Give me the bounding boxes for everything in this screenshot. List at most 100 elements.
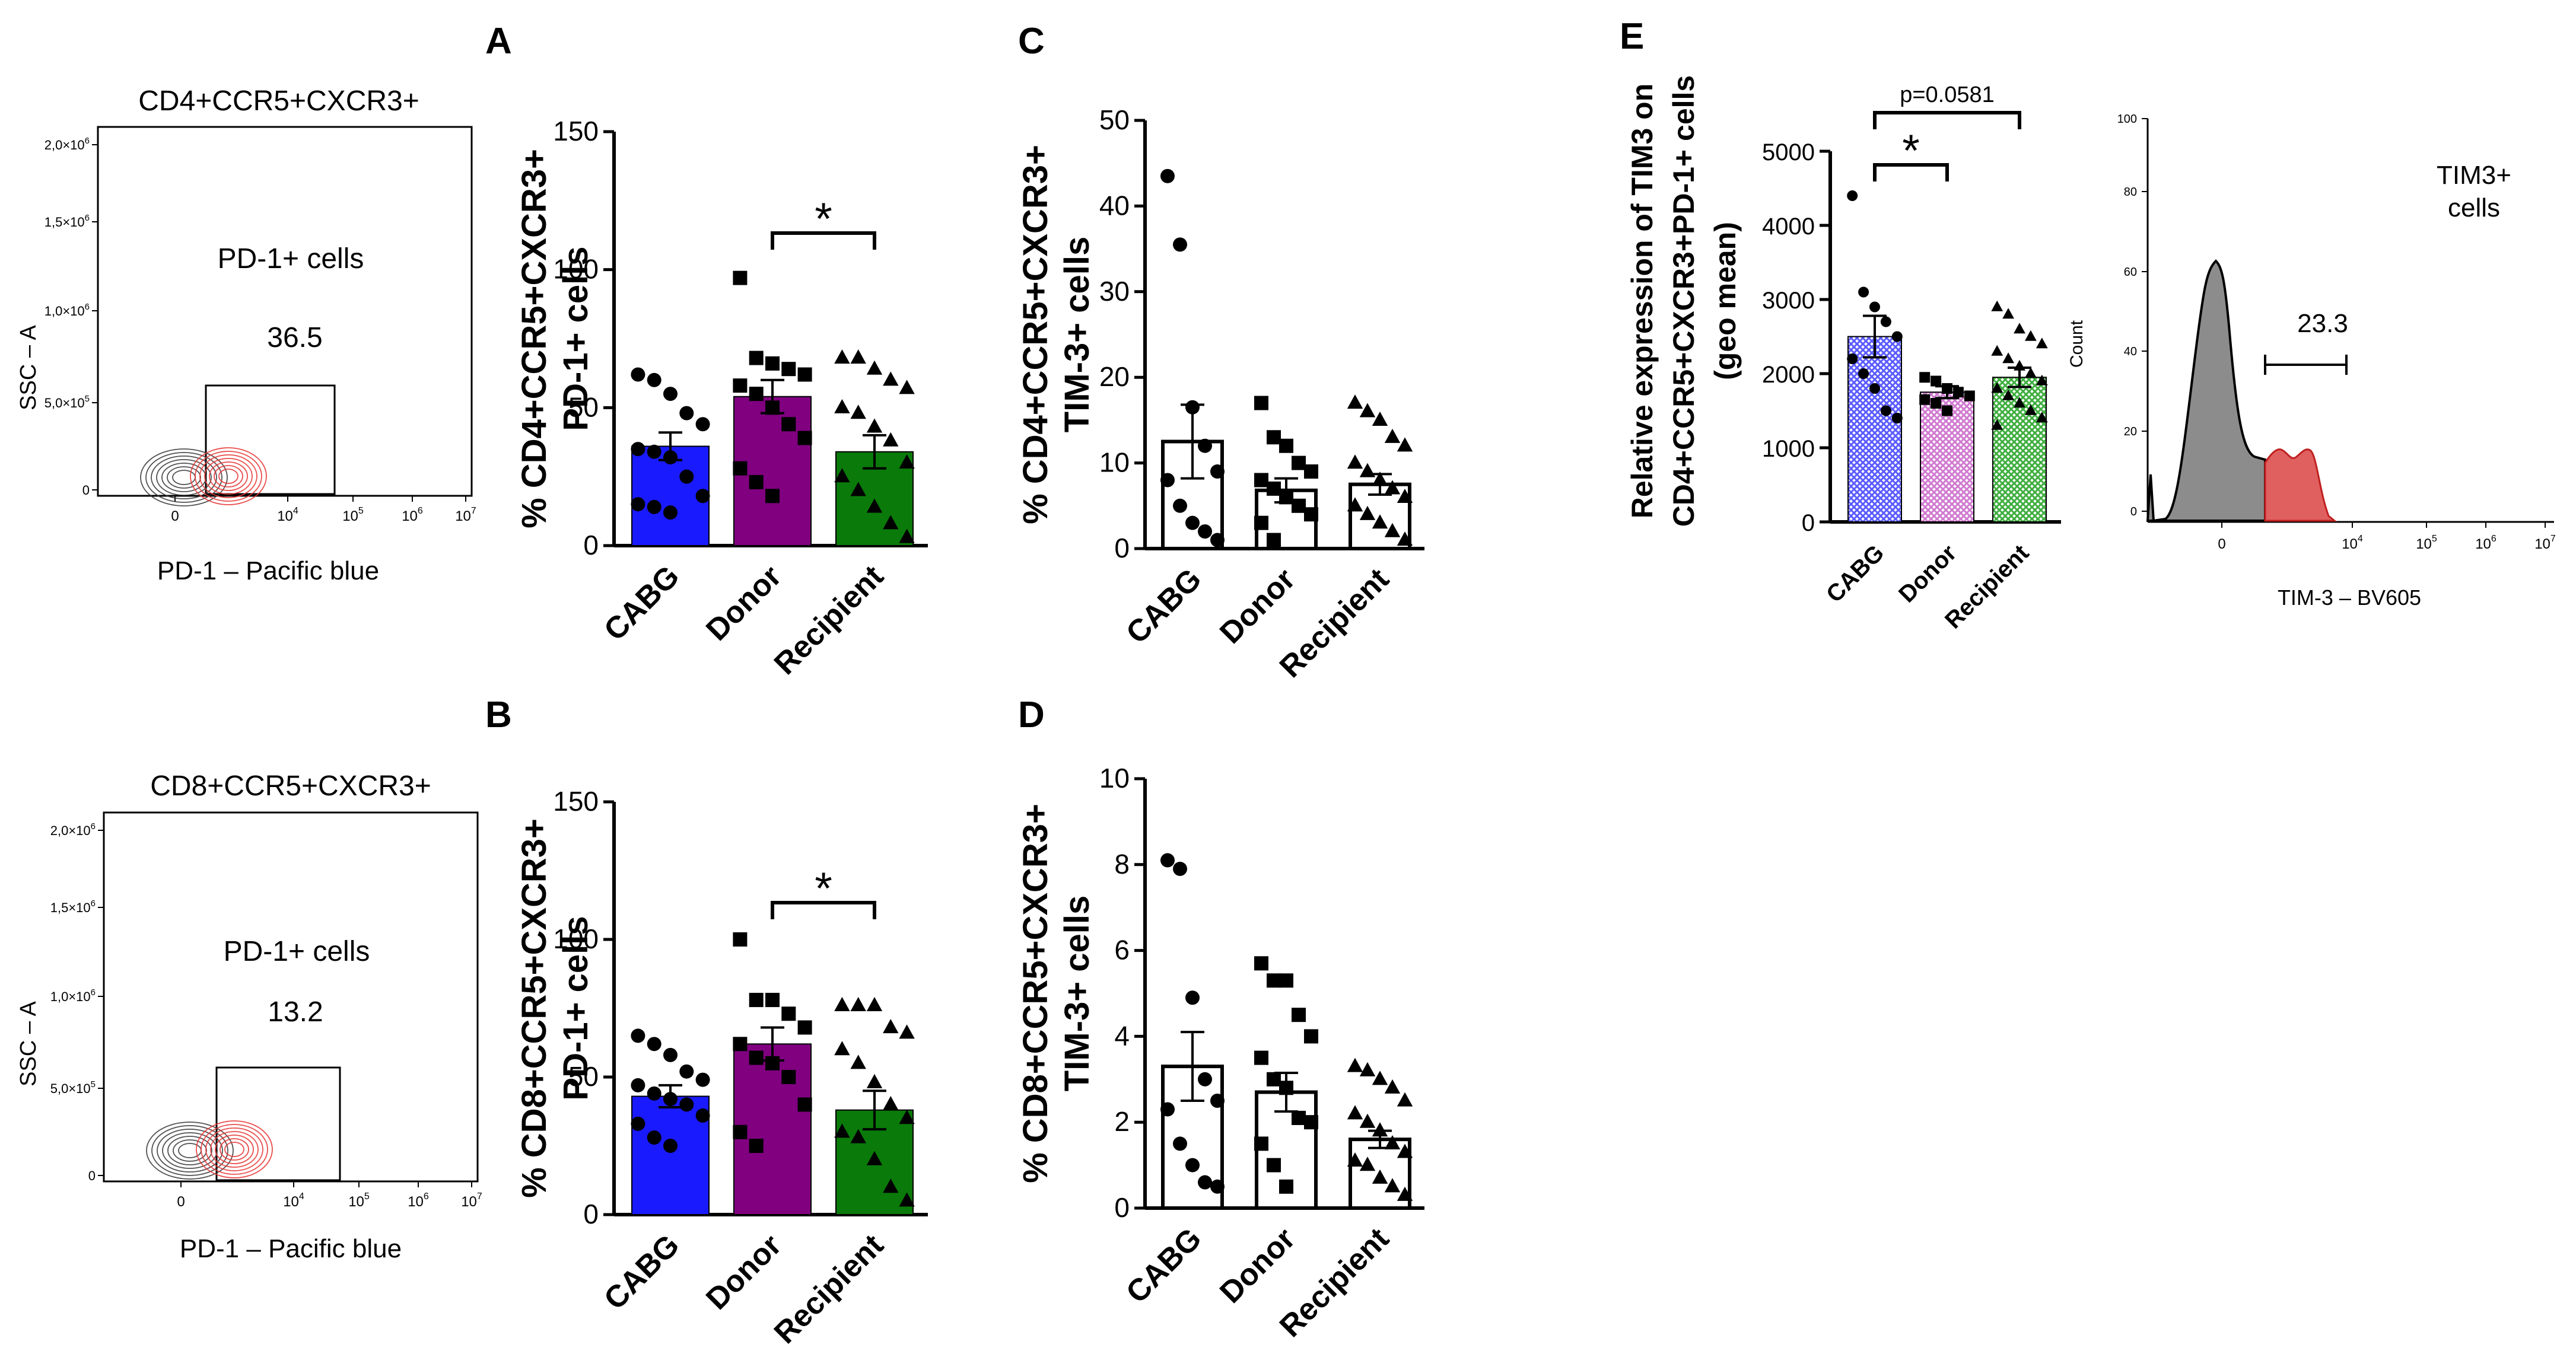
contour-negative [167, 1136, 212, 1165]
bar-chart-e: 0 1000 2000 3000 4000 5000 Relative expression… [1626, 75, 2061, 634]
data-point [883, 432, 899, 447]
significance-pvalue: p=0.0581 [1900, 82, 1995, 107]
y-tick-label: 4 [1114, 1020, 1130, 1051]
contour-positive [204, 458, 253, 495]
category-label: Donor [699, 559, 788, 647]
data-point [850, 996, 866, 1011]
data-point [2025, 367, 2037, 378]
contour-negative [145, 452, 222, 503]
data-point [1173, 498, 1187, 513]
data-point [1880, 405, 1891, 416]
y-tick-label: 0 [2130, 505, 2137, 518]
data-point [1359, 505, 1376, 520]
data-point [1254, 1050, 1268, 1065]
flow-plot-frame [97, 126, 473, 497]
tick-exponent: 7 [2550, 534, 2556, 544]
data-point [781, 362, 796, 377]
data-point [1304, 464, 1318, 479]
data-point [2014, 359, 2025, 371]
data-point [2014, 323, 2025, 334]
category-label: Donor [699, 1228, 788, 1316]
hist-ylabel: Count [2067, 320, 2087, 368]
contour-negative [156, 459, 212, 496]
data-point [2025, 330, 2037, 341]
data-point [850, 482, 866, 496]
y-tick-label: 10 [1099, 447, 1130, 478]
data-point [1185, 400, 1200, 415]
y-tick-label: 0 [583, 530, 599, 560]
tick-exponent: 4 [2358, 534, 2363, 544]
data-point [1919, 394, 1931, 405]
x-tick-label: 104 [2342, 534, 2363, 552]
panel-letter-c: C [1018, 21, 1045, 62]
data-point [647, 499, 662, 514]
y-tick-label: 100 [553, 254, 599, 285]
contour-positive [220, 1138, 249, 1161]
data-point [1160, 473, 1175, 488]
x-tick-label: 107 [455, 506, 476, 524]
flow-plot-ylabel: SSC – A [16, 325, 41, 410]
data-point [1372, 412, 1388, 426]
data-point [866, 360, 883, 375]
y-tick-label: 100 [553, 923, 599, 954]
data-point [1991, 382, 2003, 393]
data-point [1279, 1081, 1293, 1095]
data-point [1372, 1169, 1388, 1184]
data-point [1372, 1122, 1388, 1137]
tick-exponent: 6 [91, 899, 96, 909]
data-point [866, 1073, 883, 1088]
contour-negative [151, 1125, 228, 1176]
hist-title-line2: cells [2448, 193, 2500, 222]
data-point [1279, 1179, 1293, 1194]
y-axis-label: % CD8+CCR5+CXCR3+ [1016, 804, 1055, 1183]
data-point [733, 378, 748, 393]
flow-plot-cd4: CD4+CCR5+CXCR3+ SSC – A PD-1 – Pacific b… [16, 85, 476, 585]
gate-value: 36.5 [267, 322, 322, 353]
category-label: Recipient [768, 1228, 891, 1350]
category-label: CABG [1821, 540, 1889, 607]
data-point [1210, 533, 1225, 547]
y-tick-label: 3000 [1762, 288, 1815, 314]
data-point [1880, 316, 1891, 327]
y-tick-label: 0 [1114, 533, 1130, 563]
data-point [631, 497, 645, 512]
contour-positive [224, 1142, 244, 1157]
y-tick-label: 2000 [1762, 362, 1815, 388]
y-axis-label: CD4+CCR5+CXCR3+PD-1+ cells [1667, 75, 1700, 527]
data-point [749, 993, 764, 1008]
data-point [1942, 383, 1952, 394]
bar-chart-c: 0 10 20 30 40 50 % CD4+CCR5+CXCR3+ TIM-3+ cells… [1016, 104, 1424, 684]
data-point [1347, 394, 1363, 409]
x-tick-label: 0 [2218, 536, 2225, 552]
flow-plot-xlabel: PD-1 – Pacific blue [180, 1234, 402, 1263]
data-point [797, 1097, 812, 1112]
flow-plot-cd8: CD8+CCR5+CXCR3+ SSC – A PD-1 – Pacific b… [16, 770, 482, 1263]
x-tick-label: 105 [342, 506, 364, 524]
data-point [631, 442, 645, 457]
tick-exponent: 5 [2432, 534, 2437, 544]
bar-chart-a: 0 50 100 150% CD4+CCR5+CXCR3+ PD-1+ cells CAB… [515, 116, 928, 681]
data-point [1869, 383, 1880, 394]
y-tick-label: 2,0×106 [50, 821, 96, 838]
data-point [733, 1124, 748, 1139]
x-tick-label: 105 [2416, 534, 2437, 552]
contour-negative [151, 455, 217, 499]
data-point [850, 1129, 866, 1143]
data-point [765, 489, 780, 504]
data-point [883, 515, 899, 530]
data-point [765, 400, 780, 415]
y-tick-label: 1000 [1762, 436, 1815, 462]
category-label: CABG [597, 559, 686, 647]
data-point [1397, 1186, 1413, 1201]
data-point [1397, 488, 1413, 503]
significance-star: * [1902, 126, 1920, 176]
category-label: CABG [1120, 562, 1208, 650]
y-axis-label: TIM-3+ cells [1058, 896, 1096, 1091]
data-point [1397, 1092, 1413, 1107]
category-label: CABG [597, 1228, 686, 1316]
data-point [781, 1006, 796, 1021]
y-axis-label: PD-1+ cells [556, 916, 595, 1100]
data-point [631, 1116, 645, 1131]
contour-positive [215, 1135, 254, 1164]
